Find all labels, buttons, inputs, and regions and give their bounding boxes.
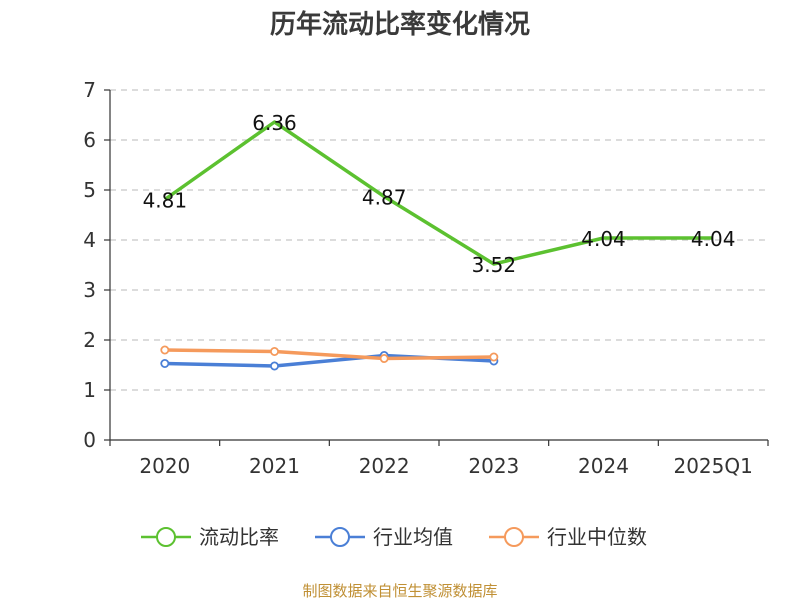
y-tick-label: 2 (83, 328, 96, 352)
series-layer: 4.81 6.36 4.87 3.52 4.04 4.04 (143, 111, 736, 371)
data-label: 6.36 (252, 111, 297, 135)
data-label: 3.52 (472, 253, 517, 277)
legend-marker (504, 527, 524, 547)
x-tick-label: 2023 (468, 454, 519, 478)
series-point (269, 361, 279, 371)
series-line (164, 348, 494, 361)
y-tick-label: 7 (83, 78, 96, 102)
series-point (160, 345, 170, 355)
axes: 0 1 2 3 4 5 6 7 2020 2021 2022 2023 2024 2025Q1 (83, 78, 769, 478)
legend-item-0[interactable]: 流动比率 (141, 525, 279, 549)
data-label: 4.87 (362, 186, 407, 210)
x-tick-label: 2021 (249, 454, 300, 478)
legend-item-2[interactable]: 行业中位数 (489, 525, 647, 549)
y-tick-label: 5 (83, 178, 96, 202)
y-tick-label: 6 (83, 128, 96, 152)
series-point (269, 346, 279, 356)
x-tick-label: 2020 (139, 454, 190, 478)
x-tick-label: 2024 (578, 454, 629, 478)
data-label: 4.04 (581, 227, 626, 251)
data-label: 4.04 (691, 227, 736, 251)
legend-label: 行业均值 (373, 525, 453, 549)
legend-label: 流动比率 (199, 525, 279, 549)
series-line (163, 120, 714, 266)
y-tick-label: 4 (83, 228, 96, 252)
series-point (160, 358, 170, 368)
legend-item-1[interactable]: 行业均值 (315, 525, 453, 549)
chart-title: 历年流动比率变化情况 (270, 9, 530, 40)
x-tick-label: 2025Q1 (673, 454, 752, 478)
legend-label: 行业中位数 (547, 525, 647, 549)
series-point (379, 353, 389, 363)
series-0: 4.81 6.36 4.87 3.52 4.04 4.04 (143, 111, 736, 277)
y-tick-label: 3 (83, 278, 96, 302)
legend-marker (330, 527, 350, 547)
data-label: 4.81 (143, 189, 188, 213)
series-2 (160, 345, 499, 363)
grid (110, 89, 768, 391)
x-tick-label: 2022 (359, 454, 410, 478)
legend-marker (156, 527, 176, 547)
series-point (489, 352, 499, 362)
y-tick-label: 1 (83, 378, 96, 402)
legend[interactable]: 流动比率 行业均值 行业中位数 (141, 525, 647, 549)
source-text: 制图数据来自恒生聚源数据库 (302, 582, 497, 600)
y-tick-label: 0 (83, 428, 96, 452)
